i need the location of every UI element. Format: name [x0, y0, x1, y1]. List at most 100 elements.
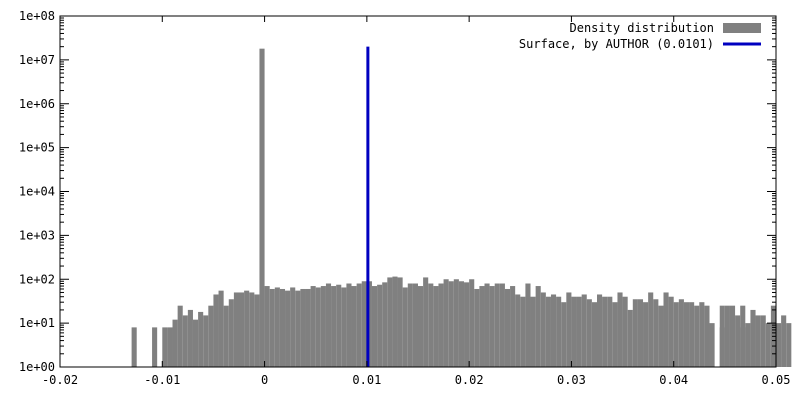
histogram-bar — [735, 315, 741, 367]
histogram-bar — [653, 299, 659, 367]
x-tick-label: -0.02 — [42, 373, 78, 387]
histogram-bar — [249, 292, 255, 367]
legend-label: Density distribution — [570, 21, 715, 35]
histogram-bar — [663, 292, 669, 367]
histogram-bar — [571, 296, 577, 367]
histogram-bar — [673, 302, 679, 367]
histogram-bar — [377, 284, 383, 367]
x-tick-label: 0.01 — [352, 373, 381, 387]
histogram-bar — [264, 286, 270, 367]
histogram-bar — [474, 288, 480, 367]
y-tick-label: 1e+06 — [19, 97, 55, 111]
histogram-bar — [279, 288, 286, 367]
histogram-bar — [525, 283, 531, 367]
histogram-bar — [208, 305, 214, 367]
histogram-bar — [331, 286, 337, 367]
histogram-bar — [709, 323, 715, 368]
histogram-bar — [203, 315, 209, 367]
x-axis-ticks: -0.02 -0.01 0 0.01 0.02 0.03 0.04 0.05 — [42, 16, 790, 387]
histogram-bar — [382, 282, 388, 367]
histogram-bar — [187, 309, 193, 367]
y-tick-label: 1e+08 — [19, 9, 55, 23]
histogram-bar — [269, 288, 275, 367]
histogram-bar — [724, 305, 730, 367]
x-tick-label: 0.03 — [557, 373, 586, 387]
histogram-bar — [469, 279, 475, 367]
histogram-bar — [699, 302, 705, 367]
histogram-bar — [643, 302, 649, 367]
histogram-bar — [259, 48, 265, 368]
histogram-bar — [407, 283, 413, 367]
histogram-bar — [776, 323, 782, 368]
histogram-bar — [182, 315, 188, 367]
histogram-bar — [371, 286, 378, 367]
histogram-bar — [351, 286, 357, 367]
y-tick-label: 1e+07 — [19, 53, 55, 67]
histogram-bar — [729, 305, 736, 367]
histogram-bar — [755, 315, 761, 367]
histogram-bar — [504, 288, 511, 367]
histogram-bar — [310, 286, 316, 367]
histogram-bar — [418, 286, 424, 367]
legend-swatch-box — [723, 23, 761, 33]
x-tick-label: 0.04 — [659, 373, 688, 387]
y-tick-label: 1e+05 — [19, 141, 55, 155]
histogram-bar — [254, 294, 260, 367]
histogram-bar — [387, 277, 393, 367]
histogram-bar — [346, 283, 352, 367]
histogram-bar — [177, 305, 183, 367]
histogram-bar — [545, 296, 551, 367]
histogram-bar — [637, 299, 644, 367]
histogram-bar — [530, 296, 536, 367]
histogram-bar — [745, 323, 751, 368]
y-tick-label: 1e+04 — [19, 185, 55, 199]
histogram-bar — [494, 283, 500, 367]
histogram-bar — [576, 296, 582, 367]
x-tick-label: -0.01 — [144, 373, 180, 387]
histogram-bar — [704, 305, 710, 367]
histogram-bar — [433, 286, 439, 367]
histogram-bar — [658, 305, 664, 367]
histogram-bar — [341, 287, 347, 367]
histogram-bar — [689, 302, 695, 367]
histogram-bar — [464, 282, 470, 367]
histogram-bar — [361, 281, 367, 367]
histogram-bar — [617, 292, 623, 367]
histogram-bar — [632, 299, 638, 367]
histogram-bar — [489, 286, 495, 367]
histogram-bar — [239, 292, 245, 367]
histogram-bar — [678, 299, 684, 367]
histogram-bar — [162, 327, 168, 367]
histogram-bar — [290, 287, 296, 367]
chart-legend: Density distribution Surface, by AUTHOR (… — [519, 21, 761, 51]
histogram-bar — [402, 287, 408, 367]
histogram-bar — [438, 283, 444, 367]
y-tick-label: 1e+00 — [19, 360, 55, 374]
y-tick-label: 1e+03 — [19, 228, 55, 242]
x-tick-label: 0.02 — [455, 373, 484, 387]
histogram-bar — [591, 302, 597, 367]
histogram-bar — [607, 296, 613, 367]
histogram-bar — [356, 283, 362, 367]
histogram-bar — [458, 281, 465, 367]
histogram-bar — [556, 296, 562, 367]
histogram-bar — [397, 277, 403, 367]
histogram-bar — [366, 281, 372, 367]
histogram-bar — [550, 294, 557, 367]
histogram-bar — [510, 286, 516, 367]
histogram-bar — [233, 292, 239, 367]
histogram-bar — [781, 315, 787, 367]
histogram-bar — [295, 290, 301, 367]
y-tick-label: 1e+02 — [19, 272, 55, 286]
histogram-bar — [192, 319, 199, 367]
histogram-bar — [520, 296, 526, 367]
histogram-bar — [540, 292, 546, 367]
histogram-bar — [412, 283, 418, 367]
histogram-bar — [305, 288, 311, 367]
y-axis-ticks: 1e+00 1e+01 1e+02 1e+03 1e+04 1e+05 1e+06 1e+07… — [19, 9, 776, 374]
histogram-bar — [453, 279, 459, 367]
histogram-bar — [535, 286, 541, 367]
histogram-bar — [336, 284, 342, 367]
histogram-bar — [479, 286, 485, 367]
